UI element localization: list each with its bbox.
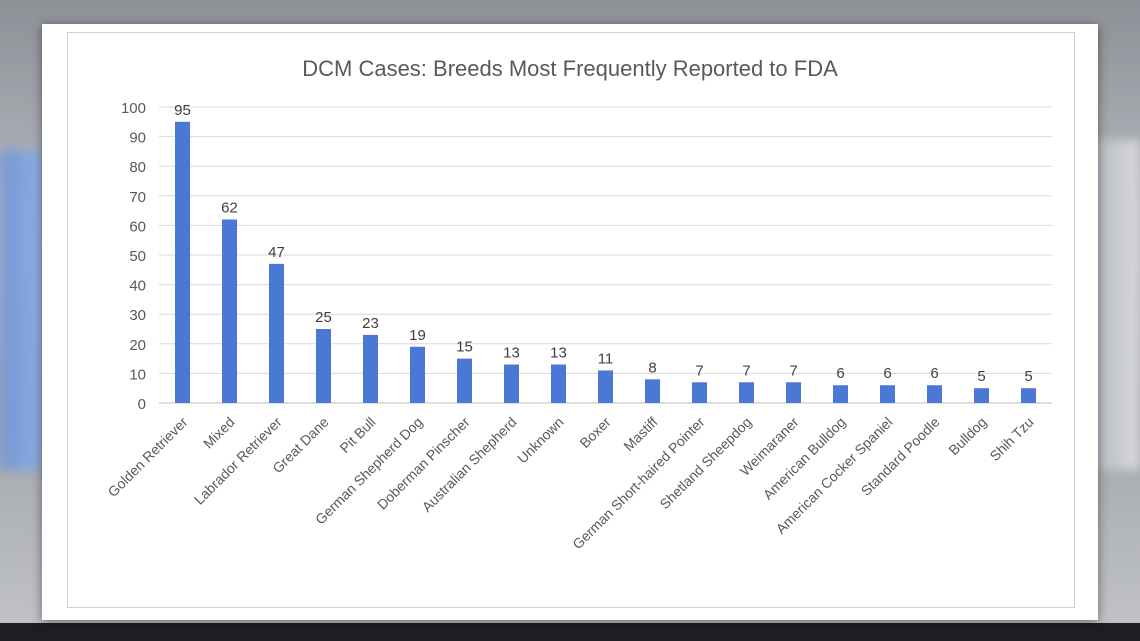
bar-data-label: 13 — [550, 345, 567, 362]
bar — [598, 370, 613, 403]
bar — [316, 329, 331, 403]
x-tick-label: Bulldog — [945, 414, 989, 458]
y-tick-label: 90 — [129, 130, 146, 147]
x-tick-label: Australian Shepherd — [419, 414, 520, 515]
bars — [175, 121, 1036, 404]
y-tick-label: 0 — [138, 396, 146, 413]
bar — [175, 121, 190, 404]
bar — [739, 382, 754, 403]
x-tick-label: Mixed — [200, 414, 238, 452]
x-tick-label: Golden Retriever — [104, 414, 190, 500]
bar-data-label: 11 — [598, 350, 614, 367]
gridlines — [159, 106, 1052, 374]
bar-data-label: 6 — [836, 365, 844, 382]
x-tick-label: American Bulldog — [760, 414, 849, 503]
bar-chart: DCM Cases: Breeds Most Frequently Report… — [104, 56, 1052, 553]
bar — [833, 385, 848, 403]
y-tick-label: 20 — [129, 337, 146, 354]
bar-data-label: 13 — [503, 345, 520, 362]
bar-data-label: 19 — [409, 327, 426, 344]
bar-data-label: 7 — [695, 362, 703, 379]
x-tick-label: Pit Bull — [336, 414, 378, 456]
bar — [222, 219, 237, 403]
bar — [269, 263, 284, 403]
bar-data-label: 7 — [742, 362, 750, 379]
bar-data-label: 23 — [362, 315, 379, 332]
bar — [645, 379, 660, 403]
bar-data-label: 47 — [268, 244, 285, 261]
bar-data-label: 25 — [315, 309, 332, 326]
background-blur-left — [0, 150, 46, 470]
bar — [692, 382, 707, 403]
bar-data-label: 8 — [648, 359, 656, 376]
y-tick-label: 50 — [129, 248, 146, 265]
x-tick-label: Labrador Retriever — [191, 414, 285, 508]
bottom-bar — [0, 623, 1140, 641]
bar — [457, 358, 472, 403]
bar — [363, 334, 378, 403]
y-tick-label: 80 — [129, 159, 146, 176]
chart-card: DCM Cases: Breeds Most Frequently Report… — [42, 24, 1098, 620]
y-tick-label: 30 — [129, 307, 146, 324]
bar — [880, 385, 895, 403]
bar-data-label: 5 — [977, 368, 985, 385]
y-tick-label: 100 — [121, 100, 146, 117]
bar — [927, 385, 942, 403]
y-tick-label: 40 — [129, 278, 146, 295]
bar-data-label: 15 — [456, 339, 473, 356]
x-tick-label: Boxer — [576, 414, 613, 451]
bar — [504, 364, 519, 403]
bar — [974, 388, 989, 403]
bar-data-label: 7 — [789, 362, 797, 379]
x-tick-label: Shih Tzu — [986, 414, 1036, 464]
bar — [786, 382, 801, 403]
bar-data-labels: 95 62 47 25 23 19 15 13 13 11 8 7 7 7 6 6 6 5 5 — [174, 102, 1033, 385]
y-tick-label: 10 — [129, 366, 146, 383]
x-tick-label: Mastiff — [620, 414, 660, 454]
bar-data-label: 6 — [930, 365, 938, 382]
y-tick-label: 70 — [129, 189, 146, 206]
bar — [410, 346, 425, 403]
chart-frame — [67, 32, 1075, 608]
bar-data-label: 5 — [1024, 368, 1032, 385]
y-axis-ticks: 0 10 20 30 40 50 60 70 80 90 100 — [121, 100, 146, 413]
background-blur-right — [1090, 140, 1140, 470]
bar-data-label: 62 — [221, 199, 238, 216]
y-tick-label: 60 — [129, 218, 146, 235]
bar — [551, 364, 566, 403]
bar-data-label: 6 — [883, 365, 891, 382]
x-tick-label: Unknown — [514, 414, 567, 467]
chart-title: DCM Cases: Breeds Most Frequently Report… — [302, 56, 838, 81]
bar-data-label: 95 — [174, 102, 191, 119]
bar — [1021, 388, 1036, 403]
